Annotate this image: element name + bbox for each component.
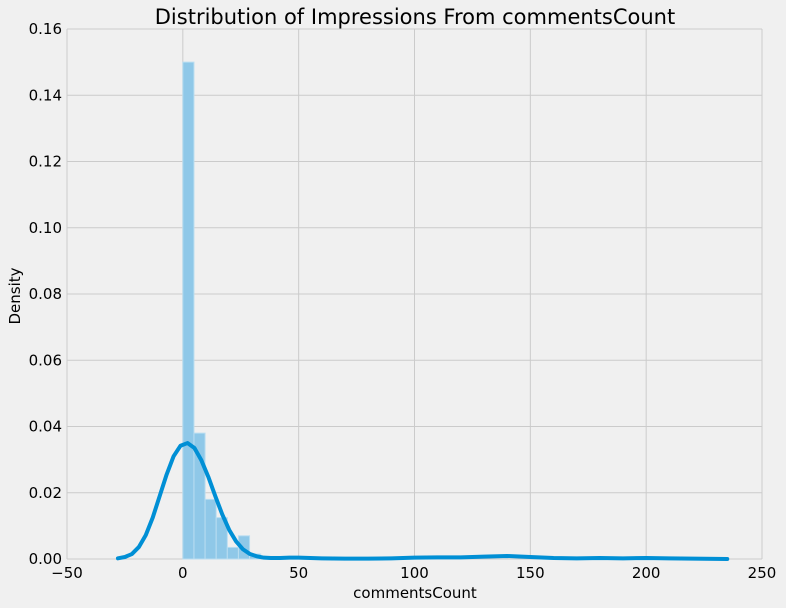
y-tick-label: 0.16 xyxy=(29,20,62,38)
y-tick-label: 0.04 xyxy=(29,418,62,436)
y-tick-label: 0.06 xyxy=(29,351,62,369)
kde-curve-group xyxy=(115,441,730,561)
x-tick-label: 100 xyxy=(400,564,429,582)
histogram-bar xyxy=(237,535,251,560)
x-tick-label: 200 xyxy=(632,564,661,582)
x-axis-label: commentsCount xyxy=(353,584,477,602)
histogram-bar xyxy=(204,498,217,560)
x-tick-label: 50 xyxy=(289,564,308,582)
y-tick-label: 0.02 xyxy=(29,484,62,502)
x-tick-label: 0 xyxy=(178,564,188,582)
histogram-bar xyxy=(182,61,195,560)
histogram-bars xyxy=(182,61,262,560)
y-tick-label: 0.00 xyxy=(29,550,62,568)
x-tick-label: 150 xyxy=(516,564,545,582)
histogram-bar xyxy=(226,546,239,560)
y-axis-label: Density xyxy=(6,267,24,324)
grid xyxy=(66,28,763,560)
chart-title: Distribution of Impressions From comment… xyxy=(155,5,675,29)
x-tick-label: −50 xyxy=(51,564,83,582)
x-tick-label: 250 xyxy=(748,564,777,582)
histogram-bar xyxy=(193,432,206,560)
y-axis-ticks: 0.00 0.02 0.04 0.06 0.08 0.10 0.12 0.14 0.16 xyxy=(29,20,62,568)
x-axis-ticks: −50 0 50 100 150 200 250 xyxy=(51,564,776,582)
y-tick-label: 0.08 xyxy=(29,285,62,303)
y-tick-label: 0.14 xyxy=(29,86,62,104)
kde-curve xyxy=(115,441,730,561)
y-tick-label: 0.12 xyxy=(29,153,62,171)
y-tick-label: 0.10 xyxy=(29,219,62,237)
